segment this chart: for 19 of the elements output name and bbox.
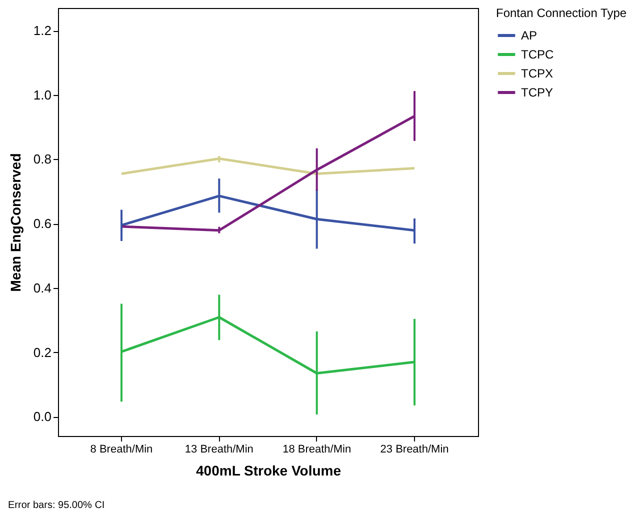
y-tick-label: 0.6 [33, 216, 52, 232]
x-tick-label: 13 Breath/Min [184, 444, 254, 456]
y-tick-label: 0.8 [33, 152, 52, 167]
x-axis-title: 400mL Stroke Volume [196, 462, 342, 478]
y-tick-label: 0.2 [33, 344, 52, 360]
y-tick-label: 1.2 [33, 23, 52, 38]
legend-label: TCPC [521, 48, 554, 62]
legend-label: TCPX [521, 66, 554, 80]
x-tick-label: 18 Breath/Min [282, 444, 352, 456]
text: Error bars: 95.00% CI [8, 500, 106, 511]
x-tick-label: 23 Breath/Min [380, 444, 449, 456]
x-tick-label: 8 Breath/Min [90, 444, 153, 456]
legend-label: TCPY [521, 86, 554, 100]
y-tick-label: 0.0 [33, 409, 52, 424]
legend-title: Fontan Connection Type [496, 6, 627, 20]
legend-label: AP [521, 28, 538, 42]
y-axis-title: Mean EngConserved [7, 153, 24, 292]
y-tick-label: 0.4 [33, 280, 52, 296]
y-tick-label: 1.0 [33, 87, 52, 102]
